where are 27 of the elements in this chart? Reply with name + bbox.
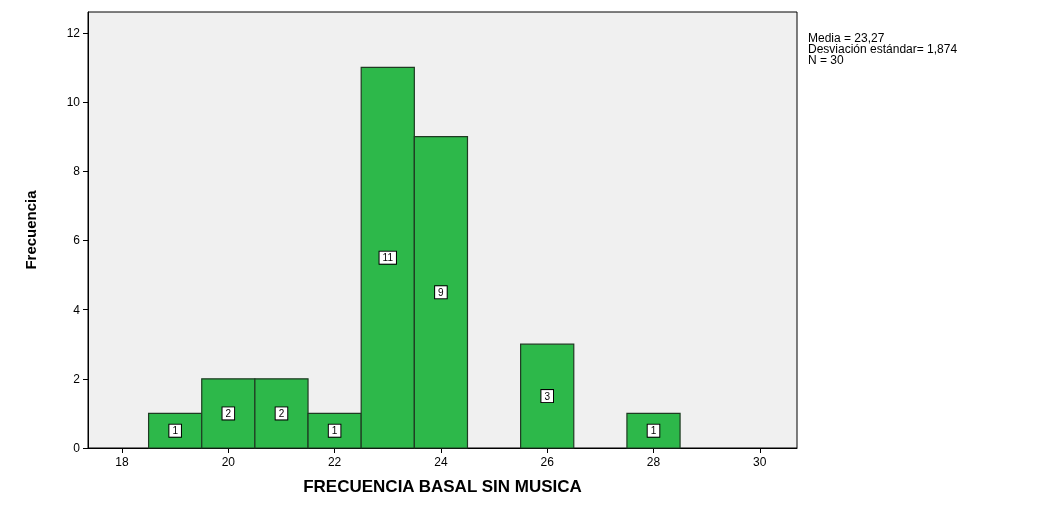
data-label: 11	[382, 252, 394, 264]
x-tick-label: 18	[115, 455, 130, 469]
x-tick-label: 24	[434, 455, 448, 469]
data-label: 1	[331, 425, 338, 437]
x-tick-label: 20	[221, 455, 236, 469]
y-tick-label: 10	[66, 94, 81, 109]
y-tick-label: 6	[73, 233, 81, 248]
x-tick-label: 22	[327, 455, 342, 469]
data-label: 3	[544, 390, 551, 402]
text: Desviación estándar= 1,874	[808, 42, 958, 56]
y-tick-label: 4	[73, 302, 81, 317]
text: N = 30	[808, 53, 845, 67]
x-tick-label: 30	[753, 455, 767, 469]
data-label: 9	[438, 286, 445, 298]
data-label: 2	[225, 407, 232, 419]
data-label: 2	[278, 407, 285, 419]
data-label: 1	[172, 425, 179, 437]
y-tick-label: 12	[66, 25, 81, 40]
data-label: 1	[650, 425, 657, 437]
x-axis-title: FRECUENCIA BASAL SIN MUSICA	[303, 477, 582, 496]
x-tick-label: 28	[646, 455, 661, 469]
y-axis-title: Frecuencia	[22, 189, 39, 270]
x-tick-label: 26	[540, 455, 555, 469]
y-tick-label: 2	[73, 371, 81, 386]
text: Media = 23,27	[808, 31, 885, 45]
y-tick-label: 8	[73, 164, 81, 179]
y-tick-label: 0	[73, 441, 81, 455]
